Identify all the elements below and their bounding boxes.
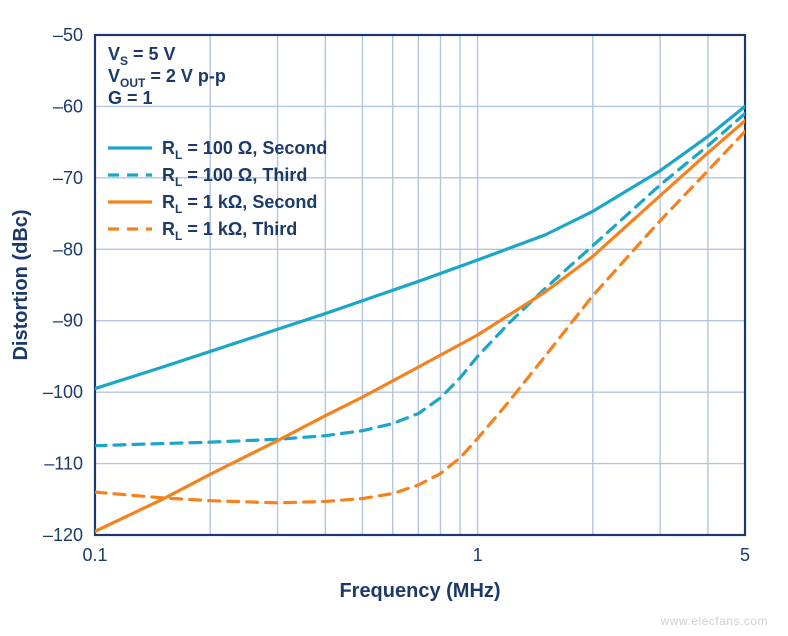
y-tick-label: –60 (53, 96, 83, 116)
x-axis-label: Frequency (MHz) (339, 580, 500, 602)
x-tick-label: 5 (740, 545, 750, 565)
y-axis-label: Distortion (dBc) (10, 209, 32, 360)
distortion-chart: –50 –60 –70 –80 –90 –100 –110 –1200.1 1 5 Frequenc… (0, 0, 788, 636)
y-tick-label: –100 (43, 382, 83, 402)
y-tick-label: –50 (53, 25, 83, 45)
info-text: G = 1 (108, 88, 153, 108)
x-tick-label: 1 (473, 545, 483, 565)
y-tick-label: –80 (53, 239, 83, 259)
x-tick-label: 0.1 (82, 545, 107, 565)
y-tick-label: –70 (53, 168, 83, 188)
y-tick-label: –110 (44, 454, 83, 474)
y-tick-label: –120 (43, 525, 83, 545)
chart-container: –50 –60 –70 –80 –90 –100 –110 –1200.1 1 5 Frequenc… (0, 0, 788, 636)
y-tick-label: –90 (53, 311, 83, 331)
